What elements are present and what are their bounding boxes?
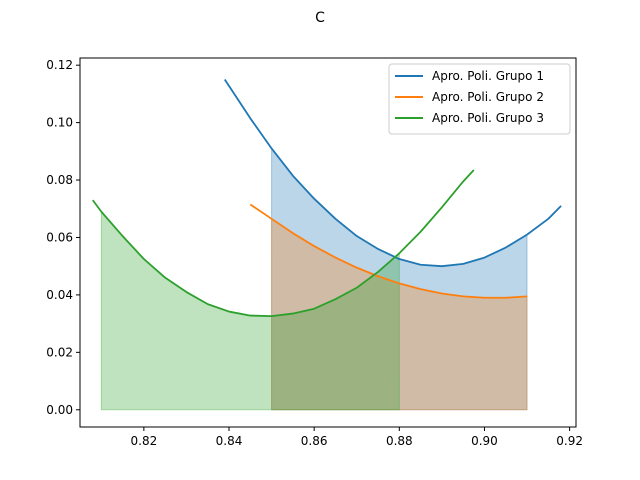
line-series-2 [249, 203, 528, 299]
line-series-1 [224, 79, 562, 268]
x-tick-label: 0.84 [216, 434, 243, 448]
line-series-3 [92, 169, 475, 318]
x-axis: 0.82 0.84 0.86 0.88 0.90 0.92 [131, 427, 583, 448]
legend-label-series-3: Apro. Poli. Grupo 3 [432, 111, 544, 125]
y-axis: 0.00 0.02 0.04 0.06 0.08 0.10 0.12 [46, 58, 80, 417]
x-tick-label: 0.88 [386, 434, 413, 448]
y-tick-label: 0.00 [46, 403, 73, 417]
x-tick-label: 0.82 [131, 434, 158, 448]
legend-label-series-1: Apro. Poli. Grupo 1 [432, 69, 544, 83]
axes-frame [79, 57, 577, 428]
legend-label-series-2: Apro. Poli. Grupo 2 [432, 90, 544, 104]
y-tick-label: 0.04 [46, 288, 73, 302]
series-lines [92, 79, 562, 318]
legend-box [388, 63, 571, 135]
area-fills [100, 147, 528, 411]
chart-title: C [315, 10, 325, 26]
y-tick-label: 0.10 [46, 116, 73, 130]
y-tick-label: 0.12 [46, 58, 73, 72]
y-tick-label: 0.06 [46, 230, 73, 244]
x-tick-label: 0.92 [556, 434, 583, 448]
x-tick-label: 0.86 [301, 434, 328, 448]
legend: Apro. Poli. Grupo 1 Apro. Poli. Grupo 2 Ap… [388, 63, 571, 135]
x-tick-label: 0.90 [471, 434, 498, 448]
y-tick-label: 0.08 [46, 173, 73, 187]
y-tick-label: 0.02 [46, 345, 73, 359]
